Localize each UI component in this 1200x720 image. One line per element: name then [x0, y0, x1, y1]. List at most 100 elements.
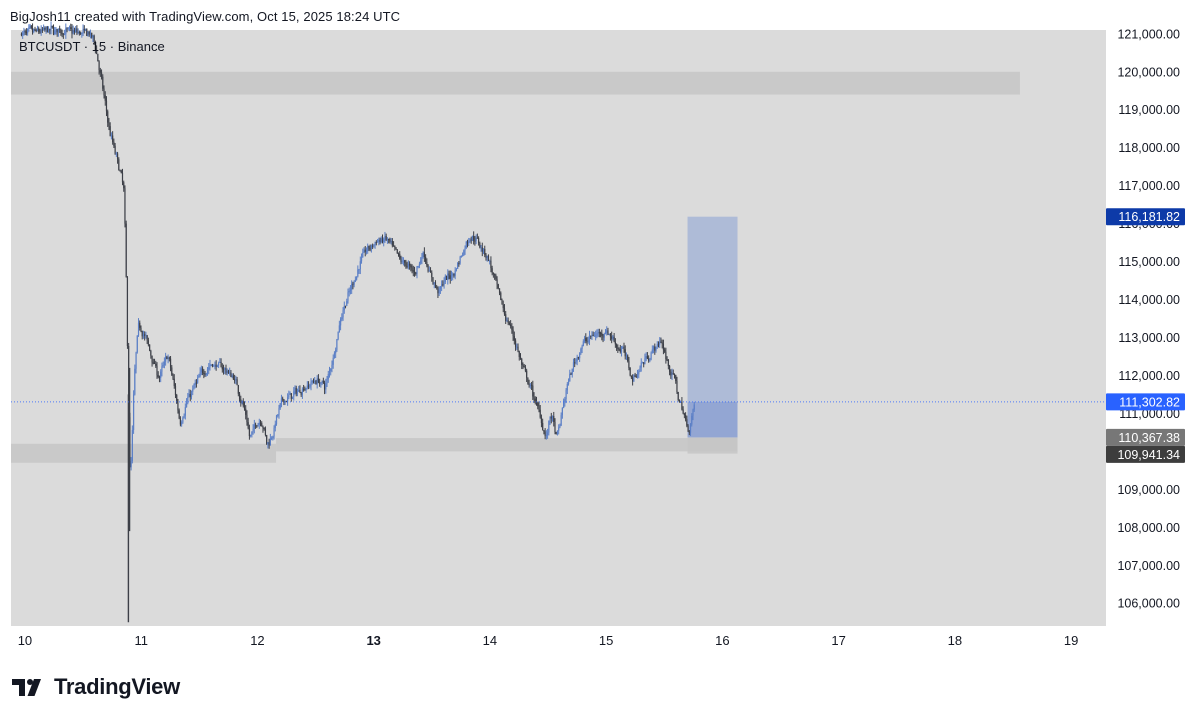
candle-body — [659, 341, 661, 345]
candle-body — [30, 25, 32, 29]
candle-body — [162, 364, 164, 367]
candle-body — [673, 374, 676, 376]
candle-body — [689, 424, 692, 433]
candle-body — [332, 357, 334, 365]
candle-body — [434, 282, 437, 287]
candle-body — [96, 50, 98, 54]
candle-body — [565, 390, 567, 400]
brand[interactable]: TradingView — [12, 674, 180, 700]
candle-body — [561, 407, 563, 416]
candle-body — [625, 355, 628, 357]
candle-body — [253, 424, 255, 429]
candle-body — [304, 389, 306, 391]
candle-body — [675, 375, 677, 381]
x-tick-label: 10 — [18, 633, 32, 648]
candle-body — [46, 26, 48, 33]
candle-body — [341, 317, 343, 320]
price-label-text: 111,302.82 — [1119, 395, 1180, 409]
candle-body — [581, 346, 583, 349]
candle-body — [553, 415, 555, 422]
candle-body — [232, 375, 234, 380]
candle-body — [150, 350, 152, 356]
candle-body — [352, 283, 354, 285]
candle-body — [495, 275, 497, 280]
candle-body — [465, 241, 467, 249]
plot-area[interactable] — [11, 30, 1106, 626]
candle-body — [507, 320, 509, 323]
candle-body — [268, 442, 270, 446]
candle-body — [135, 352, 137, 369]
candle-body — [283, 399, 285, 403]
candle-body — [623, 347, 625, 350]
candle-body — [687, 425, 689, 432]
position-tool — [687, 216, 738, 438]
candle-body — [577, 357, 580, 359]
time-axis[interactable] — [11, 626, 1188, 656]
candle-body — [167, 357, 169, 360]
candle-body — [185, 401, 188, 408]
candle-body — [399, 253, 401, 259]
candle-body — [518, 351, 520, 357]
candle-body — [373, 244, 375, 246]
candle-body — [176, 394, 178, 404]
candle-body — [688, 431, 690, 433]
candle-body — [511, 326, 513, 330]
candle-body — [305, 388, 307, 391]
zones-layer — [11, 71, 1020, 463]
candle-body — [24, 31, 26, 33]
candle-body — [189, 393, 191, 397]
candle-body — [583, 337, 586, 342]
candle-body — [505, 314, 507, 321]
candle-body — [25, 31, 27, 34]
candle-body — [76, 28, 78, 33]
candle-body — [242, 401, 244, 406]
candle-body — [656, 344, 658, 347]
candle-body — [454, 270, 456, 276]
price-label-text: 110,367.38 — [1118, 431, 1180, 445]
candle-body — [251, 431, 253, 435]
candle-body — [385, 236, 387, 241]
candle-body — [177, 403, 179, 411]
candle-body — [80, 32, 82, 34]
x-tick-label: 13 — [366, 633, 380, 648]
candle-body — [459, 257, 461, 264]
y-tick-label: 118,000.00 — [1118, 141, 1180, 155]
candle-body — [433, 282, 435, 284]
candle-body — [35, 30, 37, 32]
candle-body — [441, 284, 443, 287]
candle-body — [522, 364, 524, 366]
candle-body — [254, 424, 257, 426]
candle-body — [410, 265, 412, 268]
candle-body — [240, 399, 242, 403]
candle-body — [611, 336, 613, 339]
candle-body — [538, 406, 540, 410]
candle-body — [662, 343, 665, 350]
price-axis[interactable] — [1106, 30, 1188, 626]
y-tick-label: 117,000.00 — [1118, 179, 1180, 193]
candle-body — [590, 335, 592, 337]
candle-body — [567, 381, 570, 384]
candle-body — [278, 408, 280, 415]
y-tick-label: 114,000.00 — [1118, 293, 1180, 307]
y-tick-label: 106,000.00 — [1117, 597, 1180, 611]
candle-body — [279, 403, 281, 409]
candle-body — [226, 370, 228, 373]
candle-body — [640, 362, 642, 368]
candle-body — [199, 372, 201, 376]
candle-body — [113, 141, 115, 146]
candle-body — [474, 240, 476, 242]
candle-body — [664, 349, 666, 352]
candle-body — [523, 365, 525, 368]
candle-body — [464, 248, 466, 251]
candle-body — [160, 371, 162, 378]
candle-body — [333, 353, 336, 358]
candle-body — [681, 401, 683, 410]
candle-body — [328, 371, 331, 375]
candle-body — [444, 275, 446, 282]
candle-body — [497, 284, 499, 289]
x-tick-label: 17 — [831, 633, 845, 648]
x-tick-label: 14 — [483, 633, 497, 648]
candle-body — [52, 27, 55, 35]
candle-body — [559, 425, 561, 428]
